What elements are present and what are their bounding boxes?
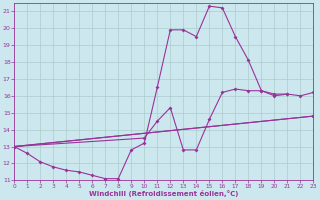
X-axis label: Windchill (Refroidissement éolien,°C): Windchill (Refroidissement éolien,°C) [89,190,238,197]
